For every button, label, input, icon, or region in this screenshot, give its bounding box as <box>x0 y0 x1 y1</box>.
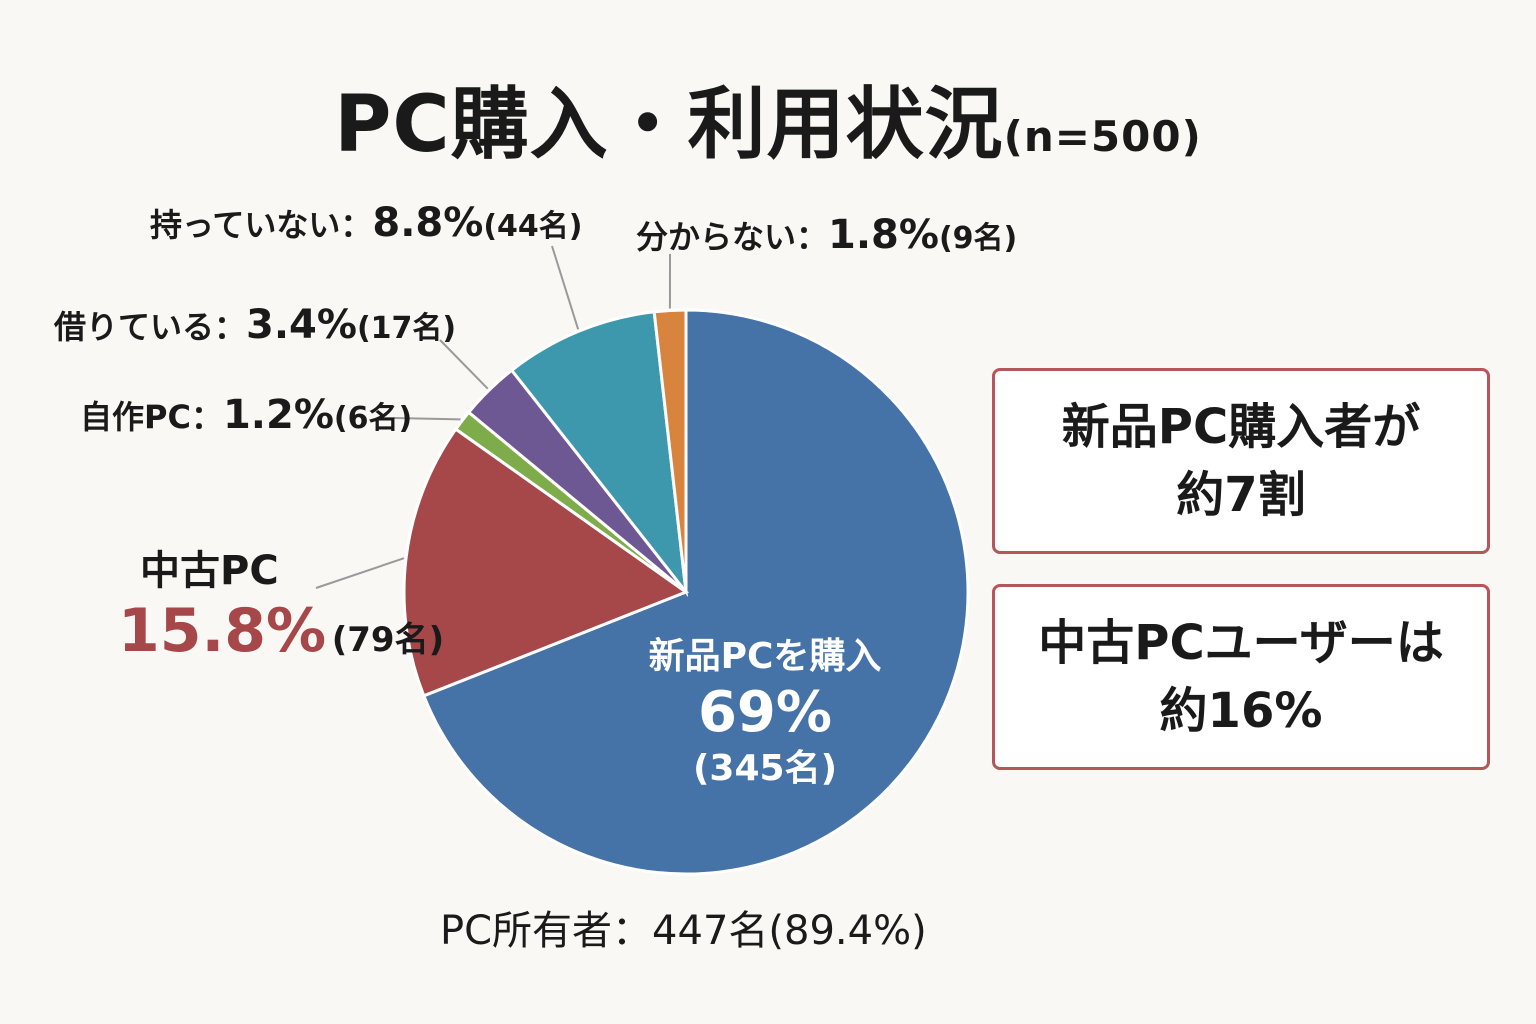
label-used-pc-pct: 15.8% <box>118 596 327 666</box>
slice-none <box>509 310 689 598</box>
label-borrowed: 借りている：3.4%(17名) <box>54 302 456 348</box>
label-new-pc-count: (345名) <box>692 748 838 789</box>
label-borrowed-name: 借りている： <box>54 308 247 346</box>
label-self-built-pct: 1.2% <box>222 392 334 438</box>
callout-new-pc-line2: 約7割 <box>1176 467 1306 523</box>
label-none-name: 持っていない： <box>150 206 373 244</box>
callout-used-pc-line2: 約16% <box>1159 683 1323 739</box>
label-self-built-count: (6名) <box>333 401 413 436</box>
leader-borrowed <box>439 339 489 390</box>
callout-new-pc: 新品PC購入者が 約7割 <box>992 368 1490 554</box>
slice-new-pc <box>421 308 970 876</box>
label-new-pc: 新品PCを購入 69% (345名) <box>600 634 930 792</box>
label-none-count: (44名) <box>483 209 583 244</box>
label-unknown-pct: 1.8% <box>828 212 939 258</box>
label-borrowed-pct: 3.4% <box>246 302 357 348</box>
chart-title-sub: (n=500) <box>1003 112 1202 161</box>
chart-title: PC購入・利用状況(n=500) <box>0 62 1536 174</box>
callout-used-pc: 中古PCユーザーは 約16% <box>992 584 1490 770</box>
leader-used-pc <box>315 557 405 589</box>
label-none: 持っていない：8.8%(44名) <box>150 200 583 246</box>
leader-self-built <box>393 417 461 421</box>
label-self-built-name: 自作PC： <box>80 398 223 436</box>
chart-title-main: PC購入・利用状況 <box>334 80 1004 170</box>
label-new-pc-pct: 69% <box>697 680 833 745</box>
slice-used-pc <box>402 427 690 698</box>
label-unknown: 分からない：1.8%(9名) <box>636 212 1017 258</box>
leader-none <box>551 245 580 330</box>
callout-used-pc-line1: 中古PCユーザーは <box>1038 615 1444 671</box>
callout-new-pc-line1: 新品PC購入者が <box>1061 399 1421 455</box>
label-unknown-name: 分からない： <box>636 218 829 256</box>
label-none-pct: 8.8% <box>372 200 484 246</box>
pc-owners-summary: PC所有者：447名(89.4%) <box>440 908 927 954</box>
label-used-pc-name: 中古PC <box>140 548 279 594</box>
label-borrowed-count: (17名) <box>356 311 457 346</box>
label-used-pc: 中古PC 15.8% (79名) <box>118 538 444 666</box>
label-unknown-count: (9名) <box>938 221 1018 256</box>
label-self-built: 自作PC：1.2%(6名) <box>80 392 412 438</box>
label-new-pc-name: 新品PCを購入 <box>648 636 882 677</box>
slice-unknown <box>652 308 688 593</box>
label-used-pc-count: (79名) <box>331 620 445 660</box>
